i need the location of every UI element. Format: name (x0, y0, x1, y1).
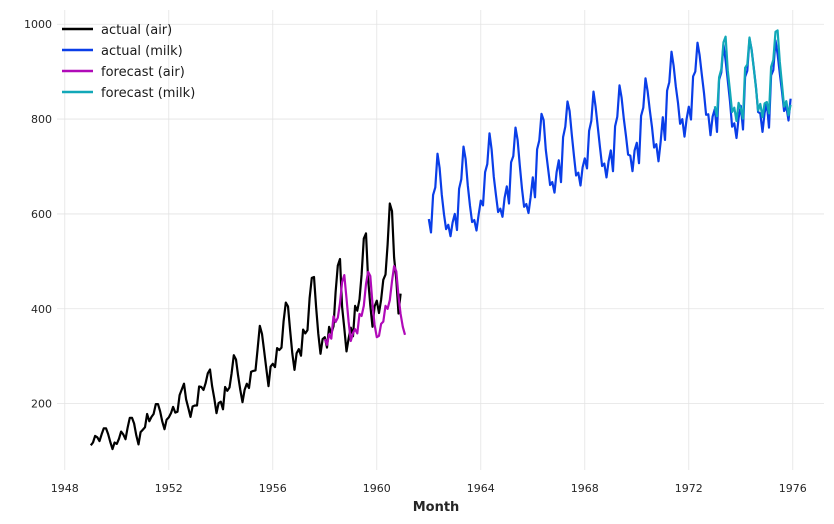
x-axis-label: Month (413, 500, 460, 515)
x-tick-label: 1952 (155, 482, 183, 495)
x-tick-label: 1964 (467, 482, 495, 495)
series-line-0 (89, 202, 402, 451)
series-lines (89, 29, 792, 451)
x-tick-label: 1968 (571, 482, 599, 495)
x-tick-label: 1972 (675, 482, 703, 495)
y-tick-label: 800 (31, 113, 52, 126)
grid (57, 10, 824, 470)
series-line-2 (323, 265, 407, 346)
series-line-1 (427, 37, 792, 238)
x-tick-label: 1976 (779, 482, 807, 495)
y-tick-label: 200 (31, 398, 52, 411)
y-tick-label: 1000 (24, 18, 52, 31)
y-tick-label: 600 (31, 208, 52, 221)
legend-label: forecast (milk) (101, 86, 195, 101)
x-tick-label: 1960 (363, 482, 391, 495)
legend-label: forecast (air) (101, 65, 185, 80)
legend-label: actual (milk) (101, 44, 183, 59)
tick-labels: 1948 1952 1956 1960 1964 1968 1972 1976 200 400 60… (24, 18, 807, 495)
legend: actual (air) actual (milk) forecast (air) f… (62, 23, 195, 101)
y-tick-label: 400 (31, 303, 52, 316)
series-line-3 (713, 29, 792, 123)
x-tick-label: 1948 (51, 482, 79, 495)
legend-label: actual (air) (101, 23, 172, 38)
x-tick-label: 1956 (259, 482, 287, 495)
